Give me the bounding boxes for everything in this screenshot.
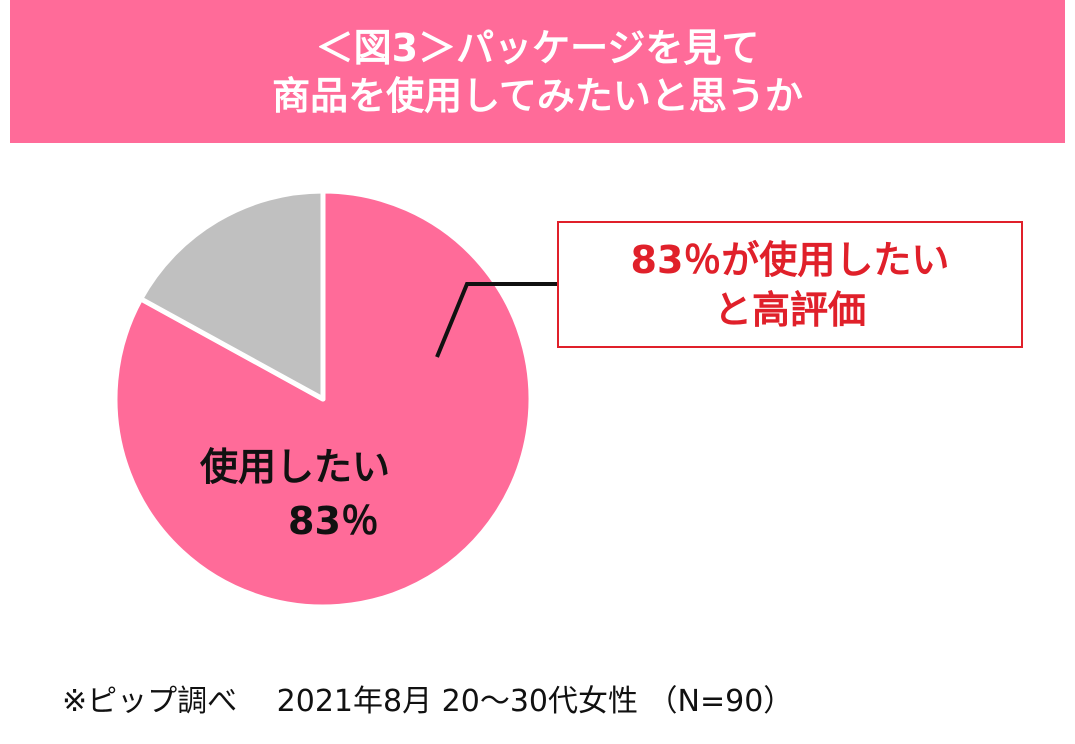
pie-slice-1 [138, 188, 326, 402]
pie-slice-label: 使用したい 83％ [200, 440, 440, 548]
pie-slice-label-pct: 83％ [288, 499, 379, 543]
callout-leader-line [435, 282, 557, 358]
callout-line-2: と高評価 [713, 287, 866, 332]
chart-title-line-1: ＜図3＞パッケージを見て [315, 25, 760, 70]
footnote-source: ※ピップ調べ 2021年8月 20～30代女性 （N=90） [62, 684, 794, 719]
chart-title-line-2: 商品を使用してみたいと思うか [272, 73, 803, 118]
chart-title-banner: ＜図3＞パッケージを見て 商品を使用してみたいと思うか [10, 0, 1065, 143]
pie-slice-label-name: 使用したい [200, 445, 391, 489]
callout-box: 83％が使用したい と高評価 [557, 221, 1023, 348]
callout-line-1: 83％が使用したい [630, 237, 950, 282]
